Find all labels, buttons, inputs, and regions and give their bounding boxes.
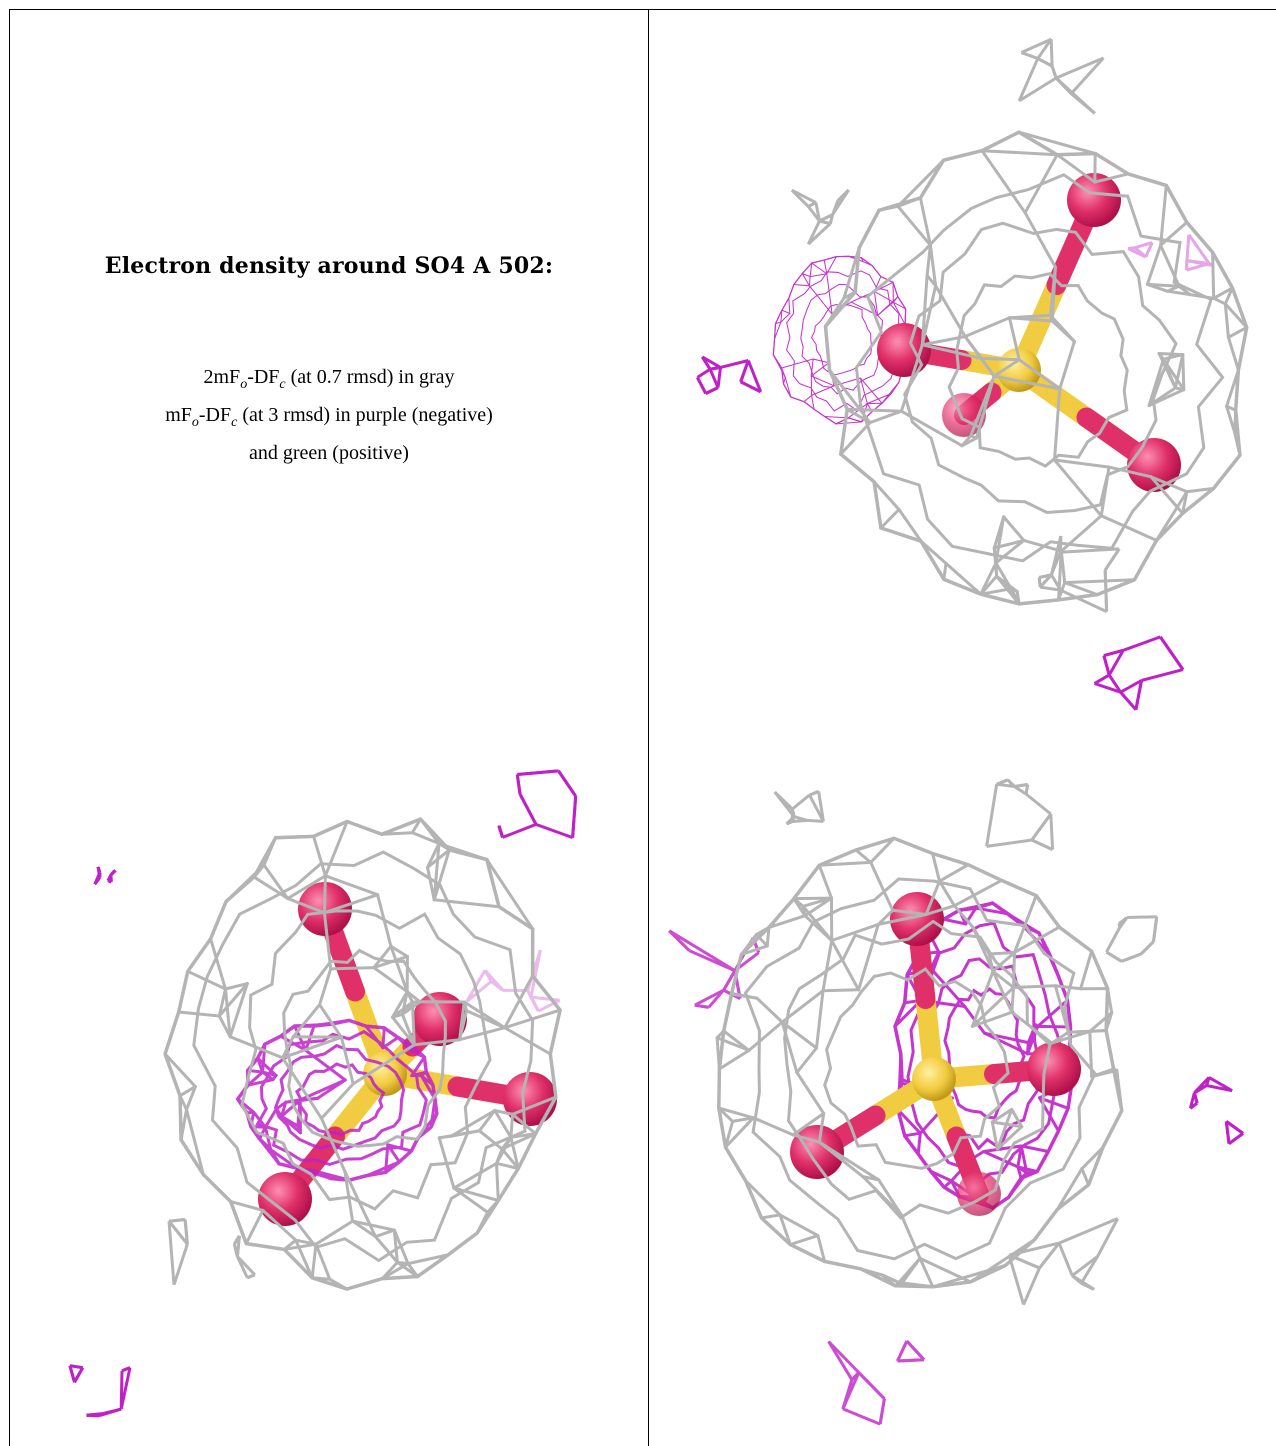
- purple-mesh-fragment: [68, 1364, 132, 1418]
- caption-line-2fofc: 2mFo-DFc (at 0.7 rmsd) in gray: [203, 366, 455, 392]
- oxygen-atom: [413, 992, 467, 1046]
- purple-mesh-fragment: [696, 355, 763, 395]
- density-view-bottom-right: [649, 744, 1276, 1446]
- sulfur-atom: [912, 1057, 956, 1101]
- purple-mesh-fragment: [1188, 1076, 1244, 1145]
- density-view-bottom-left: [10, 744, 648, 1446]
- gray-mesh-2fofc: [823, 130, 1249, 606]
- purple-mesh-fragment: [497, 769, 578, 840]
- gray-mesh-fragment: [167, 1218, 256, 1286]
- density-view-bottom-right-svg: [668, 778, 1244, 1426]
- caption-panel: Electron density around SO4 A 502: 2mFo-…: [10, 10, 648, 744]
- purple-mesh-fragment: [1093, 635, 1185, 711]
- caption-line-fofc: mFo-DFc (at 3 rmsd) in purple (negative): [165, 404, 493, 430]
- gray-mesh-2fofc: [715, 836, 1124, 1289]
- oxygen-atom: [1127, 438, 1181, 492]
- oxygen-atom: [957, 1172, 1001, 1216]
- gray-mesh-fragment: [1007, 1217, 1120, 1306]
- caption-legend: 2mFo-DFc (at 0.7 rmsd) in gray mFo-DFc (…: [10, 362, 648, 469]
- sulfate-molecule: [258, 882, 557, 1226]
- gray-mesh-fragment: [1017, 37, 1105, 115]
- gray-mesh-2fofc: [163, 817, 562, 1291]
- oxygen-atom: [1027, 1042, 1081, 1096]
- divider-top: [9, 9, 1276, 10]
- divider-left: [9, 9, 10, 1446]
- purple-mesh-fragment: [1127, 233, 1213, 272]
- gray-mesh-fragment: [985, 778, 1055, 851]
- purple-mesh-fragment: [827, 1339, 926, 1426]
- oxygen-atom: [258, 1172, 312, 1226]
- gray-mesh-fragment: [773, 790, 825, 826]
- purple-mesh-fragment: [93, 866, 117, 886]
- divider-middle: [648, 9, 649, 1446]
- density-view-top-right-svg: [696, 37, 1249, 711]
- density-view-top-right: [649, 10, 1276, 744]
- gray-mesh-fragment: [1105, 915, 1159, 963]
- caption-line-positive: and green (positive): [249, 442, 409, 464]
- sulfate-molecule: [790, 892, 1081, 1216]
- density-view-bottom-left-svg: [68, 769, 578, 1418]
- gray-mesh-fragment: [790, 188, 850, 246]
- caption-title: Electron density around SO4 A 502:: [104, 253, 554, 279]
